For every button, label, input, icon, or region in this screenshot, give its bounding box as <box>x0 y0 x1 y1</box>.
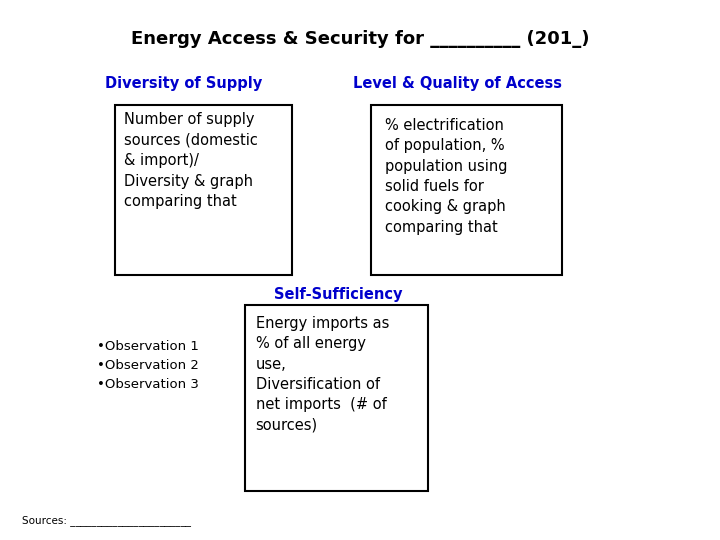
FancyBboxPatch shape <box>245 305 428 491</box>
Text: % electrification
of population, %
population using
solid fuels for
cooking & gr: % electrification of population, % popul… <box>385 118 508 235</box>
Text: Level & Quality of Access: Level & Quality of Access <box>353 76 562 91</box>
Text: Energy imports as
% of all energy
use,
Diversification of
net imports  (# of
sou: Energy imports as % of all energy use, D… <box>256 316 389 433</box>
Text: Sources: _______________________: Sources: _______________________ <box>22 516 191 526</box>
Text: Number of supply
sources (domestic
& import)/
Diversity & graph
comparing that: Number of supply sources (domestic & imp… <box>124 112 258 209</box>
FancyBboxPatch shape <box>115 105 292 275</box>
FancyBboxPatch shape <box>371 105 562 275</box>
Text: Energy Access & Security for __________ (201_): Energy Access & Security for __________ … <box>131 30 589 48</box>
Text: Self-Sufficiency: Self-Sufficiency <box>274 287 402 302</box>
Text: Diversity of Supply: Diversity of Supply <box>105 76 262 91</box>
Text: •Observation 1
•Observation 2
•Observation 3: •Observation 1 •Observation 2 •Observati… <box>97 340 199 391</box>
